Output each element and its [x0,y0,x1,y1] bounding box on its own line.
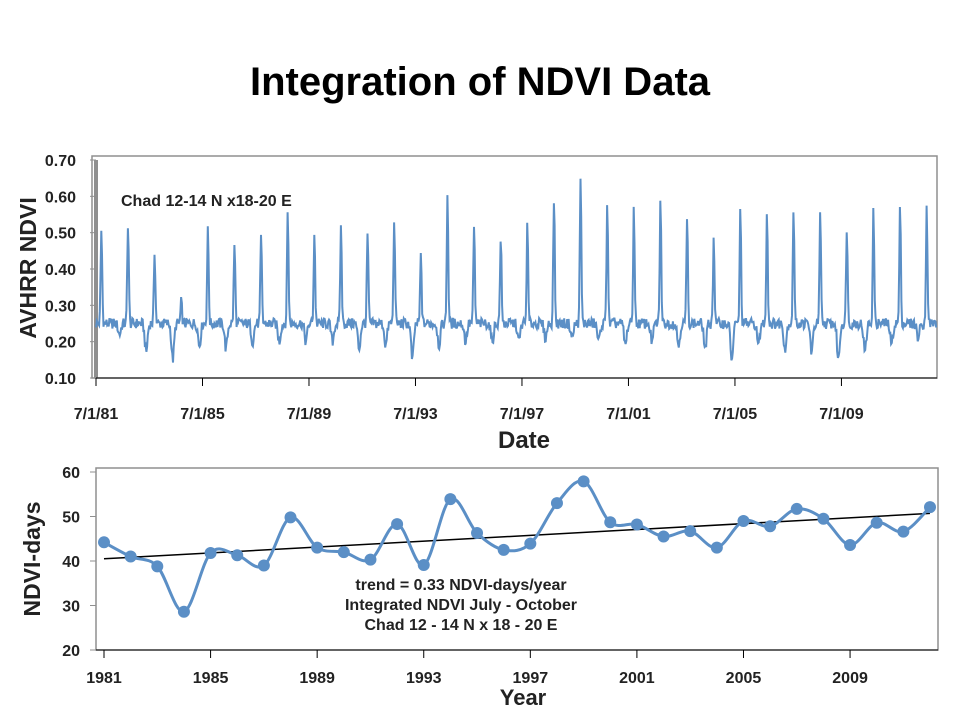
ndvi-days-point [231,549,244,562]
ndvi-days-point [897,525,910,538]
region-annotation: Chad 12 - 14 N x 18 - 20 E [365,617,558,634]
ndvi-y-tick-label: 0.20 [45,335,76,352]
ndvi-days-point [98,536,110,549]
ndvi-x-tick-label: 7/1/89 [287,406,332,423]
ndvi-days-point [444,493,457,506]
ndvi-days-point [657,530,670,543]
ndvi-days-point [924,501,936,514]
trend-annotation: trend = 0.33 NDVI-days/year [355,577,566,594]
ndvi-x-tick-label: 7/1/05 [713,406,758,423]
ndvi-days-x-tick-label: 1985 [193,670,229,687]
ndvi-days-point [577,475,590,488]
ndvi-days-x-tick-label: 2005 [726,670,762,687]
ndvi-days-point [204,546,217,559]
ndvi-x-tick-label: 7/1/01 [606,406,651,423]
ndvi-days-point [684,525,697,538]
ndvi-days-point [737,514,750,527]
ndvi-days-point [177,605,190,618]
ndvi-days-x-tick-label: 1997 [513,670,549,687]
ndvi-days-x-axis-title: Year [500,685,547,710]
ndvi-days-point [337,546,350,559]
ndvi-y-tick-label: 0.50 [45,226,76,243]
ndvi-days-point [124,550,137,563]
ndvi-days-point [151,560,164,573]
ndvi-y-tick-label: 0.30 [45,298,76,315]
ndvi-days-point [311,541,324,554]
ndvi-x-tick-label: 7/1/09 [819,406,864,423]
ndvi-y-axis-title: AVHRR NDVI [15,197,41,338]
ndvi-x-tick-label: 7/1/85 [180,406,225,423]
ndvi-days-point [524,537,537,550]
ndvi-days-point [364,553,377,566]
slide-title: Integration of NDVI Data [249,60,711,104]
ndvi-days-y-tick-label: 60 [62,465,80,482]
ndvi-days-point [497,543,510,556]
ndvi-y-tick-label: 0.60 [45,189,76,206]
ndvi-x-tick-label: 7/1/93 [393,406,438,423]
ndvi-days-point [630,518,643,531]
ndvi-days-point [471,526,484,539]
ndvi-days-point [550,497,563,510]
ndvi-days-point [417,559,430,572]
ndvi-days-point [391,518,404,531]
ndvi-days-point [870,516,883,529]
ndvi-y-tick-label: 0.70 [45,153,76,170]
ndvi-days-y-tick-label: 30 [62,599,80,616]
ndvi-region-annotation: Chad 12-14 N x18-20 E [121,193,292,210]
ndvi-days-point [790,502,803,515]
ndvi-x-axis-title: Date [498,427,550,454]
ndvi-days-x-tick-label: 1993 [406,670,442,687]
ndvi-days-y-axis-title: NDVI-days [19,501,45,616]
ndvi-days-y-tick-label: 50 [62,510,80,527]
ndvi-days-x-tick-label: 1981 [86,670,122,687]
ndvi-days-x-tick-label: 2001 [619,670,655,687]
ndvi-days-point [817,512,830,525]
ndvi-days-y-tick-label: 40 [62,554,80,571]
ndvi-y-tick-label: 0.40 [45,262,76,279]
integration-annotation: Integrated NDVI July - October [345,597,577,614]
ndvi-days-x-tick-label: 1989 [299,670,335,687]
ndvi-timeseries-line [95,178,938,363]
ndvi-days-x-tick-label: 2009 [832,670,868,687]
ndvi-days-point [257,559,270,572]
ndvi-days-point [844,538,857,551]
ndvi-days-point [284,511,297,524]
ndvi-x-tick-label: 7/1/97 [500,406,545,423]
ndvi-days-y-tick-label: 20 [62,643,80,660]
ndvi-days-point [604,516,617,529]
ndvi-y-tick-label: 0.10 [45,371,76,388]
ndvi-days-point [764,520,777,533]
ndvi-days-point [710,541,723,554]
ndvi-x-tick-label: 7/1/81 [74,406,119,423]
